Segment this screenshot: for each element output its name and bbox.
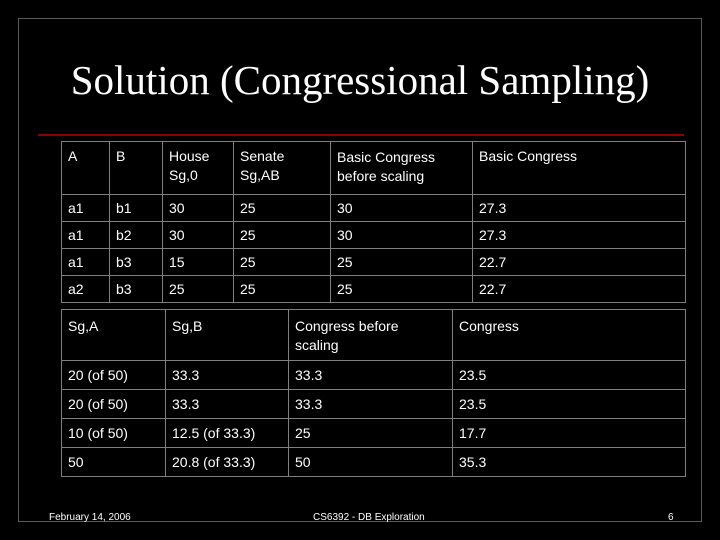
header-cell-basic-congress: Basic Congress [472, 141, 686, 195]
table-cell: b3 [109, 275, 163, 303]
table-row: a1 b1 30 25 30 27.3 [61, 194, 686, 222]
table-cell: 12.5 (of 33.3) [165, 418, 289, 448]
header-cell-congress: Congress [452, 309, 686, 361]
header-cell-b: B [109, 141, 163, 195]
table-cell: 33.3 [165, 389, 289, 419]
table-row: a1 b3 15 25 25 22.7 [61, 248, 686, 276]
table-cell: a2 [61, 275, 110, 303]
table-cell: 30 [330, 194, 473, 222]
table-cell: b3 [109, 248, 163, 276]
table-cell: 33.3 [288, 389, 453, 419]
table-row: a2 b3 25 25 25 22.7 [61, 275, 686, 303]
table-cell: 10 (of 50) [61, 418, 166, 448]
table-row: a1 b2 30 25 30 27.3 [61, 221, 686, 249]
table-cell: a1 [61, 248, 110, 276]
footer-course: CS6392 - DB Exploration [313, 512, 425, 523]
table-cell: 25 [330, 248, 473, 276]
header-cell-a: A [61, 141, 110, 195]
table-cell: 33.3 [288, 360, 453, 390]
table-cell: 22.7 [472, 275, 686, 303]
table-cell: 23.5 [452, 389, 686, 419]
table-header-row: Sg,A Sg,B Congress before scaling Congres… [61, 309, 686, 361]
header-cell-house: House Sg,0 [162, 141, 234, 195]
table-cell: 35.3 [452, 447, 686, 477]
table-cell: b2 [109, 221, 163, 249]
title-divider [38, 134, 684, 136]
congress-table: Sg,A Sg,B Congress before scaling Congres… [61, 309, 686, 477]
table-cell: 20 (of 50) [61, 389, 166, 419]
table-row: 10 (of 50) 12.5 (of 33.3) 25 17.7 [61, 418, 686, 448]
table-cell: 50 [61, 447, 166, 477]
table-cell: 50 [288, 447, 453, 477]
table-cell: 23.5 [452, 360, 686, 390]
slide-title: Solution (Congressional Sampling) [70, 57, 650, 103]
table-cell: a1 [61, 194, 110, 222]
table-cell: 30 [162, 194, 234, 222]
footer-page-number: 6 [668, 512, 674, 523]
table-cell: 25 [162, 275, 234, 303]
table-header-row: A B House Sg,0 Senate Sg,AB Basic Congress… [61, 141, 686, 195]
table-cell: 15 [162, 248, 234, 276]
table-cell: 30 [330, 221, 473, 249]
table-cell: 30 [162, 221, 234, 249]
table-row: 20 (of 50) 33.3 33.3 23.5 [61, 389, 686, 419]
table-cell: 25 [233, 221, 331, 249]
table-cell: 33.3 [165, 360, 289, 390]
header-cell-senate: Senate Sg,AB [233, 141, 331, 195]
header-cell-basic-congress-before-scaling: Basic Congress before scaling [330, 141, 473, 195]
sampling-table: A B House Sg,0 Senate Sg,AB Basic Congress… [61, 141, 686, 303]
table-row: 50 20.8 (of 33.3) 50 35.3 [61, 447, 686, 477]
table-cell: a1 [61, 221, 110, 249]
table-cell: b1 [109, 194, 163, 222]
table-cell: 25 [233, 275, 331, 303]
table-cell: 25 [288, 418, 453, 448]
footer-date: February 14, 2006 [49, 512, 131, 523]
header-cell-sg-b: Sg,B [165, 309, 289, 361]
table-row: 20 (of 50) 33.3 33.3 23.5 [61, 360, 686, 390]
table-cell: 27.3 [472, 194, 686, 222]
table-cell: 25 [330, 275, 473, 303]
table-cell: 20.8 (of 33.3) [165, 447, 289, 477]
slide-frame [18, 18, 702, 522]
header-cell-sg-a: Sg,A [61, 309, 166, 361]
header-cell-congress-before-scaling: Congress before scaling [288, 309, 453, 361]
table-cell: 25 [233, 194, 331, 222]
table-cell: 20 (of 50) [61, 360, 166, 390]
table-cell: 27.3 [472, 221, 686, 249]
table-cell: 25 [233, 248, 331, 276]
table-cell: 22.7 [472, 248, 686, 276]
table-cell: 17.7 [452, 418, 686, 448]
